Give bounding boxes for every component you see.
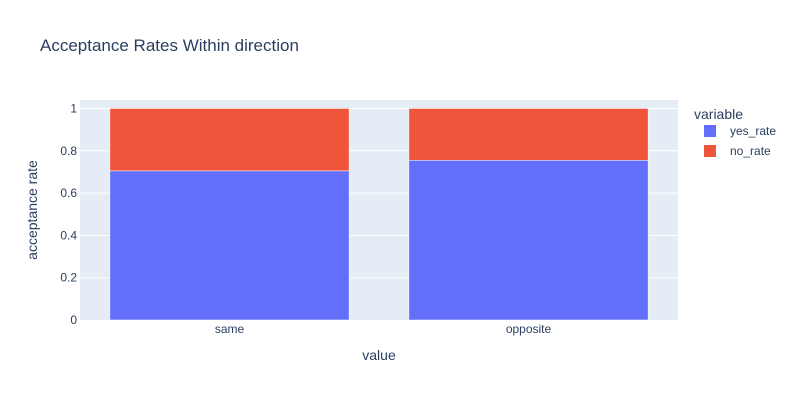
y-tick-label: 0.8 (60, 144, 77, 158)
legend-label-yes-rate: yes_rate (730, 124, 776, 138)
y-axis-title: acceptance rate (24, 160, 40, 260)
bar-no-rate (408, 108, 649, 161)
bar-no-rate (109, 108, 350, 172)
legend-swatch-yes-rate (704, 125, 716, 137)
bar-yes-rate (109, 170, 350, 321)
y-tick-label: 0 (70, 313, 77, 327)
x-tick-label: opposite (506, 322, 552, 336)
y-tick-labels: 0 0.2 0.4 0.6 0.8 1 (60, 101, 77, 327)
legend: variable yes_rate no_rate (694, 106, 776, 158)
x-tick-label: same (215, 322, 245, 336)
bars (109, 108, 649, 321)
y-tick-label: 1 (70, 101, 77, 115)
bar-yes-rate (408, 160, 649, 321)
x-tick-labels: same opposite (215, 322, 552, 336)
y-tick-label: 0.2 (60, 271, 77, 285)
y-tick-label: 0.4 (60, 228, 77, 242)
x-axis-title: value (362, 347, 396, 363)
y-tick-label: 0.6 (60, 186, 77, 200)
legend-label-no-rate: no_rate (730, 144, 771, 158)
legend-swatch-no-rate (704, 145, 716, 157)
chart-title: Acceptance Rates Within direction (40, 36, 299, 55)
legend-title: variable (694, 106, 743, 122)
